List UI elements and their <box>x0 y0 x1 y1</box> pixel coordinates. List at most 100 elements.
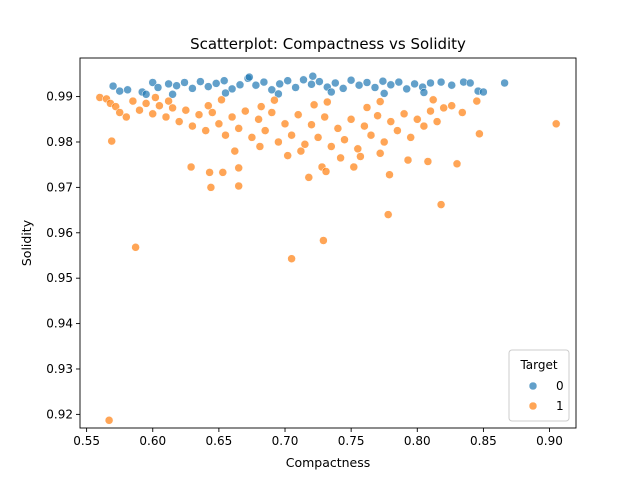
point-series-0-5 <box>148 78 157 87</box>
point-series-1-43 <box>373 111 382 120</box>
point-series-0-1 <box>115 86 124 96</box>
point-series-1-18 <box>208 108 217 117</box>
point-series-1-91 <box>230 146 240 156</box>
y-axis-ticks: 0.92 0.93 0.94 0.95 0.96 0.97 0.98 0.99 <box>46 90 80 421</box>
point-series-1-79 <box>452 159 462 169</box>
point-series-0-55 <box>245 72 254 82</box>
point-series-1-9 <box>148 109 157 119</box>
x-tick-label-1: 0.60 <box>139 434 166 448</box>
point-series-0-21 <box>275 79 284 89</box>
point-series-0-6 <box>153 83 163 92</box>
x-axis-label: Compactness <box>286 455 371 470</box>
point-series-1-26 <box>260 126 270 135</box>
point-series-1-89 <box>362 103 372 112</box>
point-series-1-33 <box>307 120 316 129</box>
point-series-1-11 <box>161 112 171 122</box>
point-series-1-40 <box>353 144 363 154</box>
y-tick-label-5: 0.97 <box>46 180 73 194</box>
x-tick-label-5: 0.80 <box>404 434 431 448</box>
y-tick-label-6: 0.98 <box>46 135 73 149</box>
point-series-1-56 <box>472 96 482 106</box>
point-series-0-22 <box>283 76 292 85</box>
point-series-1-55 <box>458 108 467 117</box>
point-series-1-67 <box>234 181 243 191</box>
point-series-0-0 <box>108 81 118 91</box>
point-series-1-8 <box>141 99 151 108</box>
y-tick-label-4: 0.96 <box>46 226 73 240</box>
point-series-1-22 <box>234 124 243 133</box>
legend-box <box>508 349 570 422</box>
point-series-0-18 <box>251 80 261 90</box>
point-series-0-13 <box>211 79 221 88</box>
point-series-1-16 <box>194 110 204 119</box>
point-series-0-24 <box>299 75 308 85</box>
y-tick-label-3: 0.95 <box>46 271 73 285</box>
point-series-1-10 <box>155 101 164 110</box>
point-series-0-9 <box>180 78 189 87</box>
point-series-1-7 <box>135 105 144 115</box>
point-series-0-30 <box>346 75 356 85</box>
point-series-1-35 <box>320 112 329 122</box>
point-series-0-12 <box>204 82 213 91</box>
point-series-0-19 <box>259 77 269 87</box>
point-series-1-77 <box>423 157 433 166</box>
point-series-0-14 <box>219 76 229 85</box>
point-series-1-31 <box>293 110 303 119</box>
point-series-1-23 <box>241 106 250 116</box>
point-series-0-33 <box>370 83 380 92</box>
point-series-1-60 <box>131 243 140 252</box>
point-series-0-16 <box>235 80 245 90</box>
y-tick-label-2: 0.94 <box>46 317 73 331</box>
point-series-1-6 <box>128 96 138 106</box>
x-tick-label-0: 0.55 <box>73 434 100 448</box>
point-series-1-73 <box>349 162 359 172</box>
point-series-1-48 <box>406 133 415 142</box>
point-series-1-49 <box>413 115 422 124</box>
point-series-1-51 <box>426 106 435 116</box>
point-series-1-17 <box>201 126 210 135</box>
point-series-0-26 <box>315 77 324 86</box>
x-tick-label-3: 0.70 <box>272 434 299 448</box>
point-series-1-36 <box>327 142 336 151</box>
point-series-1-5 <box>122 112 131 122</box>
point-series-1-68 <box>287 254 296 263</box>
point-series-1-57 <box>475 129 484 139</box>
y-axis-label: Solidity <box>19 219 34 266</box>
point-series-1-29 <box>280 119 290 129</box>
point-series-0-40 <box>426 78 435 88</box>
point-series-1-94 <box>375 149 385 158</box>
point-series-1-32 <box>300 140 310 149</box>
point-series-0-8 <box>172 81 181 90</box>
point-series-0-44 <box>465 78 475 88</box>
x-tick-label-2: 0.65 <box>206 434 233 448</box>
chart-title: Scatterplot: Compactness vs Solidity <box>190 35 466 53</box>
point-series-1-80 <box>164 96 173 106</box>
point-series-0-15 <box>227 84 237 94</box>
point-series-1-4 <box>115 108 124 117</box>
point-series-1-87 <box>256 102 266 111</box>
x-tick-label-4: 0.75 <box>338 434 365 448</box>
point-series-0-32 <box>362 78 372 87</box>
point-series-1-93 <box>336 153 345 163</box>
point-series-1-19 <box>214 119 224 129</box>
point-series-1-53 <box>439 103 448 113</box>
point-series-0-35 <box>386 80 396 90</box>
point-series-0-11 <box>196 77 205 86</box>
point-series-1-81 <box>217 95 226 105</box>
point-series-1-75 <box>385 170 394 179</box>
point-series-0-49 <box>221 88 230 98</box>
point-series-1-21 <box>227 112 237 122</box>
point-series-1-27 <box>267 108 277 117</box>
x-tick-label-7: 0.90 <box>536 434 563 448</box>
point-series-1-90 <box>151 93 160 102</box>
point-series-1-37 <box>333 124 343 133</box>
point-series-0-37 <box>402 84 411 94</box>
point-series-0-34 <box>378 76 388 86</box>
point-series-1-47 <box>399 109 409 119</box>
point-series-1-12 <box>168 103 177 113</box>
point-series-1-13 <box>174 117 184 126</box>
point-series-1-92 <box>283 151 292 160</box>
y-tick-label-1: 0.93 <box>46 362 73 376</box>
point-series-1-72 <box>321 167 331 176</box>
point-series-1-83 <box>323 97 332 107</box>
